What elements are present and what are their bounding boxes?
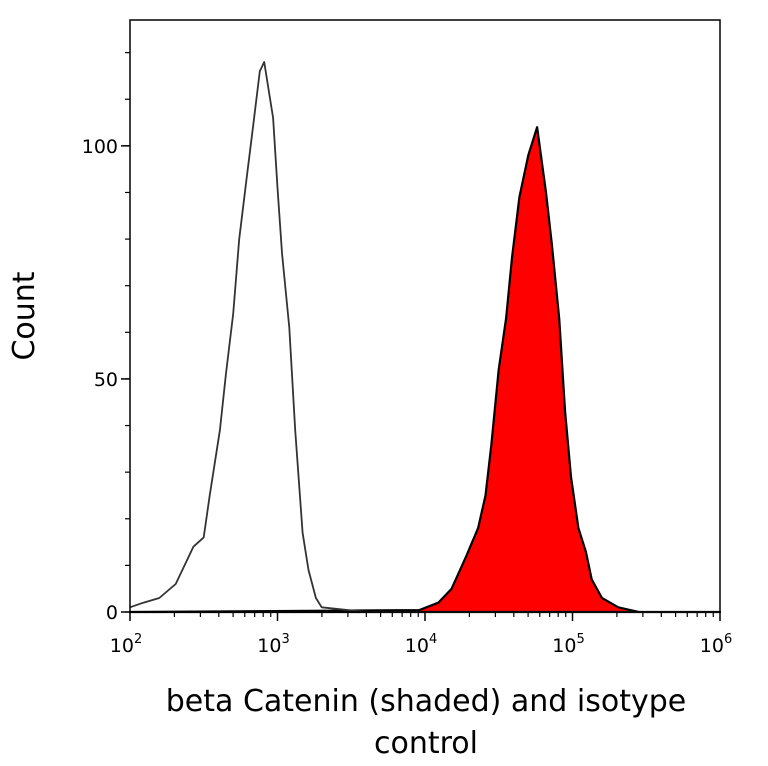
x-tick-label: 105 <box>552 632 584 657</box>
x-axis-title-line-1: beta Catenin (shaded) and isotype <box>166 684 686 719</box>
plot-frame <box>129 19 721 613</box>
plot-area <box>128 19 722 614</box>
y-tick-label: 0 <box>106 602 118 624</box>
x-tick-label: 104 <box>405 632 437 657</box>
y-tick-label: 100 <box>82 136 118 158</box>
x-axis-title-line-2: control <box>374 726 478 761</box>
y-axis-title: Count <box>7 271 42 360</box>
x-axis: 102 103 104 105 106 <box>110 612 732 657</box>
shaded-histogram <box>128 126 722 614</box>
x-tick-label: 103 <box>257 632 289 657</box>
y-tick-label: 50 <box>94 369 118 391</box>
x-tick-label: 106 <box>700 632 732 657</box>
y-axis: 0 50 100 <box>82 52 130 624</box>
x-tick-label: 102 <box>110 632 142 657</box>
isotype-histogram-line <box>129 61 720 613</box>
